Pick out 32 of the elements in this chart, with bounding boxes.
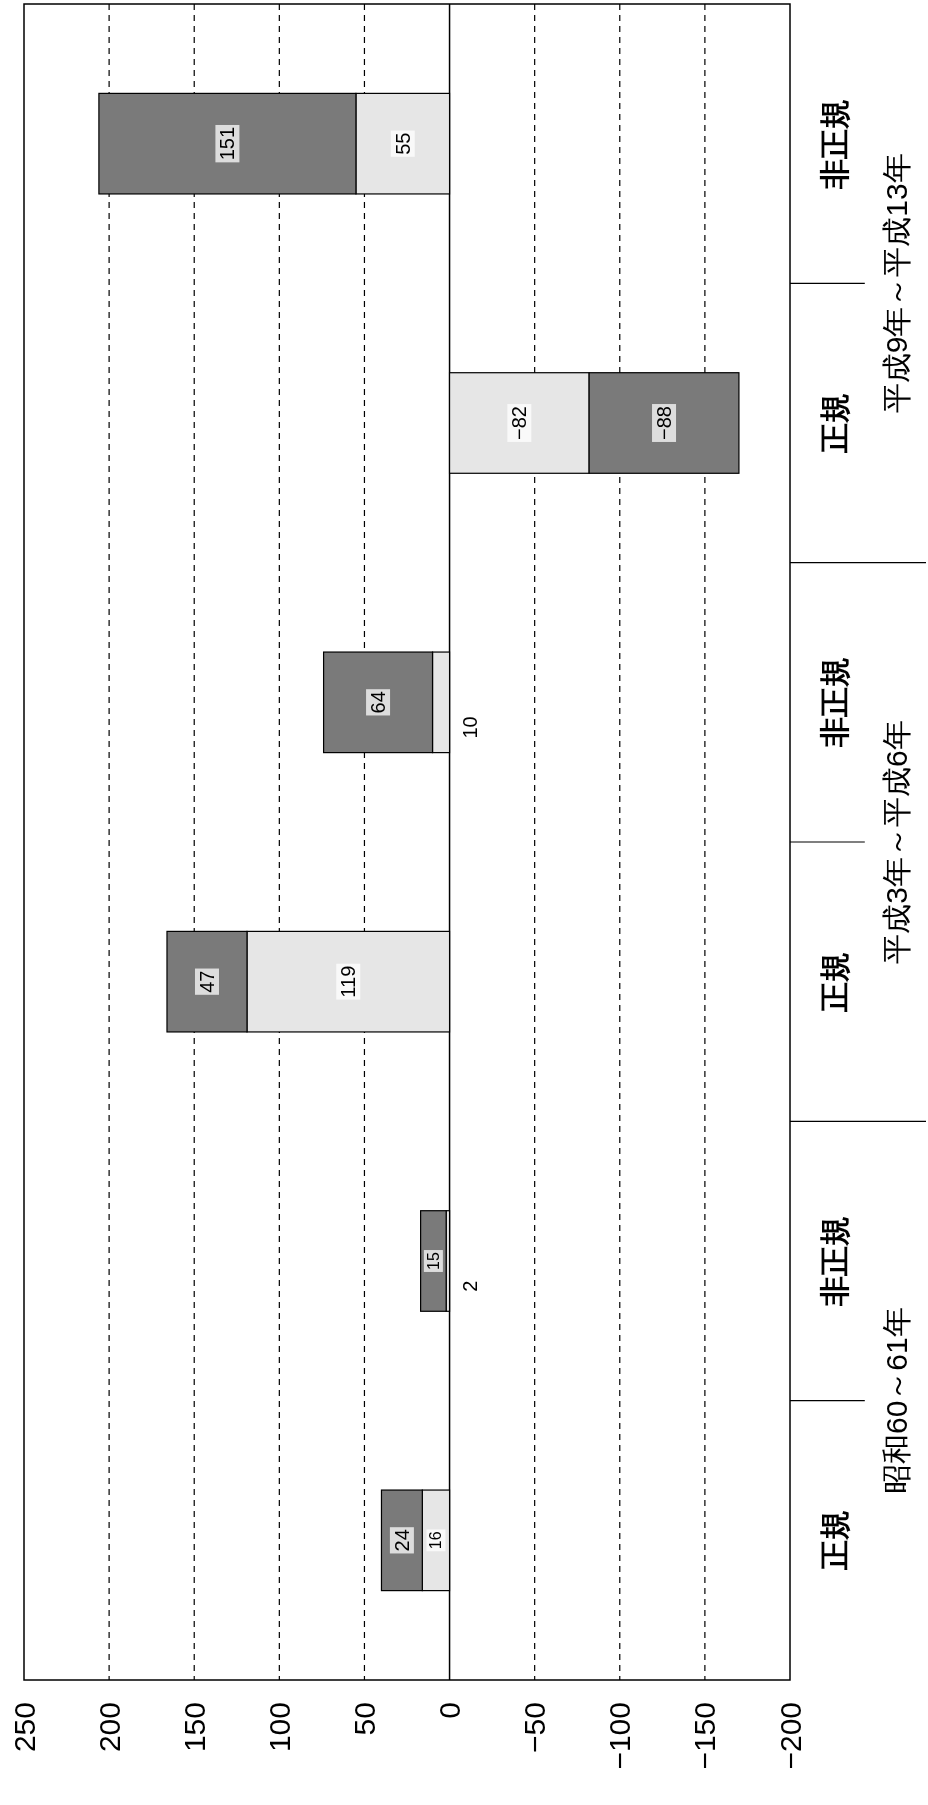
data-label: 119 — [337, 965, 360, 998]
data-label: −88 — [653, 406, 676, 440]
y-tick-label: 非正規 — [818, 657, 852, 749]
bar — [420, 1210, 447, 1312]
data-label: 55 — [391, 132, 414, 155]
x-tick-label: −200 — [773, 1702, 807, 1770]
y-tick-label: 正規 — [818, 951, 852, 1013]
x-tick-label: −50 — [518, 1702, 552, 1753]
text: 昭和60～61年 — [879, 1307, 913, 1495]
x-tick-label: −100 — [603, 1702, 637, 1770]
data-label: 64 — [367, 691, 390, 714]
x-tick-label: 100 — [262, 1702, 296, 1753]
y-tick-label: 非正規 — [818, 98, 852, 190]
y-tick-label: 非正規 — [818, 1216, 852, 1307]
text: 平成9年～平成13年 — [879, 153, 913, 414]
x-tick-label: 200 — [92, 1702, 126, 1753]
data-label: 24 — [390, 1529, 413, 1552]
x-tick-label: 250 — [7, 1702, 41, 1753]
data-label: 15 — [424, 1252, 442, 1270]
data-label: 2 — [458, 1280, 481, 1292]
text: 平成3年～平成6年 — [879, 720, 913, 964]
x-tick-label: 50 — [347, 1702, 381, 1736]
data-label: 10 — [458, 716, 481, 739]
data-label: −82 — [508, 406, 531, 440]
x-tick-label: 150 — [177, 1702, 211, 1753]
data-label: 151 — [216, 126, 239, 161]
y-tick-label: 正規 — [818, 1510, 852, 1572]
data-label: 47 — [195, 970, 218, 993]
y-tick-label: 正規 — [818, 393, 852, 454]
x-tick-label: −150 — [688, 1702, 722, 1770]
data-label: 16 — [427, 1531, 445, 1550]
x-tick-label: 0 — [433, 1702, 467, 1719]
